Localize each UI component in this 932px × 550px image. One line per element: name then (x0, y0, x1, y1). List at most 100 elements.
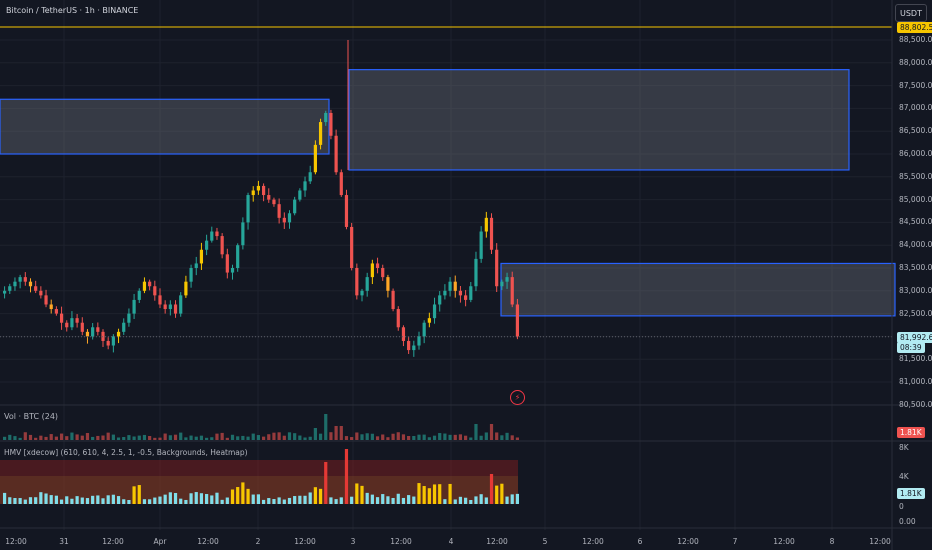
volume-bar (39, 435, 43, 440)
hmv-bar (116, 496, 121, 504)
hmv-bar (318, 488, 323, 504)
volume-bar (396, 432, 400, 440)
currency-button[interactable]: USDT (895, 4, 927, 22)
candle-body (96, 327, 100, 332)
candles-series (2, 40, 520, 357)
volume-bar (80, 435, 84, 440)
volume-bar (458, 434, 463, 440)
volume-bar (106, 432, 110, 440)
volume-bar (184, 437, 188, 440)
volume-bar (344, 436, 349, 440)
volume-bar (70, 432, 74, 440)
candle-body (44, 295, 48, 305)
time-axis-label: Apr (153, 537, 167, 546)
volume-bar (261, 436, 266, 440)
hmv-bar (381, 494, 385, 504)
candle-body (59, 313, 64, 323)
volume-bar (122, 437, 126, 440)
time-axis-label: 12:00 (294, 537, 316, 546)
candle-body (293, 199, 297, 214)
time-axis-label: 12:00 (582, 537, 604, 546)
hmv-bar (173, 493, 178, 504)
candle-body (2, 290, 7, 294)
price-axis-label: 88,500.00 (899, 35, 932, 44)
volume-bar (54, 436, 58, 440)
hmv-bar (215, 492, 219, 504)
hmv-bar (360, 485, 364, 504)
hmv-bar (313, 487, 317, 504)
volume-bar (303, 437, 307, 440)
hmv-bar (65, 496, 69, 504)
volume-bar (500, 435, 504, 440)
zone-box (0, 98, 330, 155)
candle-body (13, 281, 17, 287)
symbol-title[interactable]: Bitcoin / TetherUS · 1h · BINANCE (6, 6, 139, 15)
hmv-bar (44, 493, 48, 504)
candle-body (210, 231, 214, 241)
candle-body (422, 322, 426, 337)
volume-bar (163, 433, 167, 440)
hmv-bar (417, 483, 421, 504)
hmv-bar (59, 499, 64, 504)
hmv-bar (23, 499, 27, 504)
volume-bar (427, 437, 431, 440)
hmv-bar (184, 499, 188, 504)
hmv-bar (505, 496, 509, 504)
volume-bar (18, 437, 22, 440)
volume-bar (293, 433, 297, 440)
candle-body (267, 195, 271, 200)
candle-body (500, 281, 504, 287)
hmv-bar (422, 486, 426, 504)
candle-body (18, 277, 22, 282)
hmv-bar (8, 497, 12, 504)
candle-body (163, 304, 167, 310)
hmv-bar (458, 496, 463, 504)
candle-body (168, 304, 172, 310)
candle-body (287, 213, 292, 223)
hmv-bar (303, 495, 307, 504)
candle-body (28, 281, 33, 287)
hmv-axis-0: 0 (899, 502, 904, 511)
zone-box (348, 69, 850, 171)
time-axis-label: 12:00 (390, 537, 412, 546)
volume-bar (339, 426, 343, 440)
price-axis-label: 82,500.00 (899, 308, 932, 318)
lightning-icon[interactable]: ⚡ (510, 390, 525, 405)
volume-bar (173, 434, 178, 440)
volume-bar (495, 432, 499, 440)
candle-body (448, 281, 452, 291)
volume-bar (417, 434, 421, 440)
hmv-bar (391, 497, 395, 504)
volume-tag: 1.81K (897, 427, 925, 438)
candle-body (375, 263, 380, 268)
candle-body (474, 258, 478, 287)
candle-body (241, 222, 245, 246)
candle-body (54, 309, 58, 314)
volume-pane-title[interactable]: Vol · BTC (24) (4, 412, 59, 421)
volume-bar (236, 436, 240, 440)
candle-body (137, 290, 141, 300)
hmv-bar (464, 497, 468, 504)
candle-body (127, 313, 131, 323)
hmv-bar (49, 495, 53, 504)
hmv-bar (453, 499, 457, 504)
volume-bar (510, 435, 514, 440)
candle-body (85, 331, 90, 337)
hmv-bar (500, 483, 504, 504)
hmv-bar (168, 492, 172, 504)
volume-bar (8, 434, 12, 440)
hmv-bar (427, 488, 431, 504)
candle-body (365, 277, 369, 291)
hmv-pane-title[interactable]: HMV [xdecow] (610, 610, 4, 2.5, 1, -0.5,… (4, 448, 248, 457)
volume-bar (205, 437, 209, 440)
hmv-bar (13, 498, 17, 504)
volume-bar (515, 437, 520, 440)
price-axis-label: 80,500.00 (899, 399, 932, 409)
candle-body (495, 249, 499, 287)
volume-bar (256, 435, 261, 440)
volume-bar (158, 437, 162, 440)
candle-body (381, 268, 385, 278)
volume-bar (324, 414, 328, 440)
hmv-bar (438, 484, 442, 504)
